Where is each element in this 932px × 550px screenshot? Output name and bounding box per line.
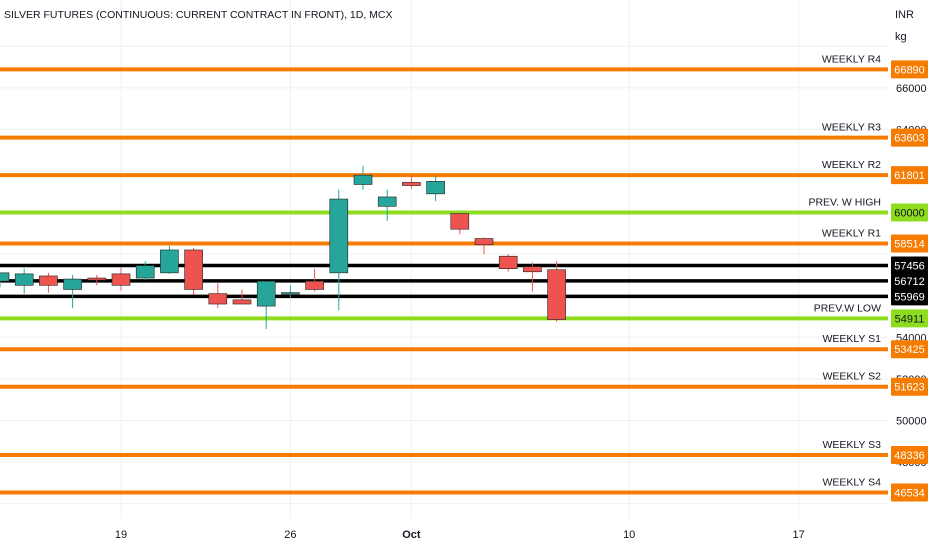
price-tag[interactable] xyxy=(891,166,928,185)
price-tag-label: 55969 xyxy=(894,291,925,303)
candle-body-up[interactable] xyxy=(256,280,276,307)
x-tick-label: 19 xyxy=(115,529,127,541)
candle-body-down[interactable] xyxy=(402,182,421,186)
candle-body-up[interactable] xyxy=(0,272,10,282)
time-axis[interactable]: 1926Oct10172427Nov xyxy=(115,529,932,541)
candle-body-down[interactable] xyxy=(450,213,470,230)
candle-body-up[interactable] xyxy=(377,196,397,207)
price-tag-label: 61801 xyxy=(894,170,925,182)
level-name-label: WEEKLY S3 xyxy=(822,439,881,451)
candle-body-down[interactable] xyxy=(87,277,107,281)
price-tag[interactable] xyxy=(891,234,928,253)
candle-body-up[interactable] xyxy=(353,174,373,185)
level-lines: WEEKLY R4 WEEKLY R3 WEEKLY R2 PREV. W HIGH W… xyxy=(0,53,888,495)
price-tag[interactable] xyxy=(891,256,928,275)
candle-body-up[interactable] xyxy=(281,292,300,295)
level-name-label: WEEKLY R4 xyxy=(822,53,881,65)
candles xyxy=(0,165,566,329)
price-tag[interactable] xyxy=(891,60,928,79)
candle-body-up[interactable] xyxy=(14,273,34,286)
price-tag[interactable] xyxy=(891,340,928,359)
price-tag[interactable] xyxy=(891,203,928,222)
x-tick-label: Oct xyxy=(402,529,421,541)
candle-body-down[interactable] xyxy=(111,273,131,286)
candle-body-down[interactable] xyxy=(39,275,58,286)
candle-body-down[interactable] xyxy=(547,269,566,320)
candle-body-down[interactable] xyxy=(523,266,542,273)
price-tag-label: 48336 xyxy=(894,450,925,462)
level-name-label: WEEKLY S2 xyxy=(822,371,881,383)
price-tag[interactable] xyxy=(891,446,928,465)
price-tag-label: 58514 xyxy=(894,238,925,250)
level-name-label: WEEKLY R3 xyxy=(822,122,881,134)
price-tag-label: 66890 xyxy=(894,64,925,76)
candle-body-down[interactable] xyxy=(498,255,518,269)
x-tick-label: 26 xyxy=(284,529,296,541)
level-name-label: WEEKLY R1 xyxy=(822,227,881,239)
x-tick-label: 17 xyxy=(792,529,804,541)
price-tag-label: 53425 xyxy=(894,344,925,356)
price-tag-label: 56712 xyxy=(894,276,925,288)
price-tag[interactable] xyxy=(891,377,928,396)
level-name-label: PREV. W HIGH xyxy=(808,197,881,209)
price-tag-label: 63603 xyxy=(894,133,925,145)
level-name-label: WEEKLY S1 xyxy=(822,333,881,345)
candle-body-up[interactable] xyxy=(329,198,349,274)
level-name-label: WEEKLY R2 xyxy=(822,159,881,171)
candle-body-up[interactable] xyxy=(426,181,445,195)
price-tag[interactable] xyxy=(891,128,928,147)
candle-body-up[interactable] xyxy=(160,249,179,274)
price-tag[interactable] xyxy=(891,483,928,502)
chart-title: SILVER FUTURES (CONTINUOUS: CURRENT CONT… xyxy=(4,9,393,21)
price-tag[interactable] xyxy=(891,271,928,290)
unit-label: kg xyxy=(895,31,907,43)
price-axis[interactable]: 6600064000540005200050000480006689063603… xyxy=(891,60,928,502)
price-tag-label: 46534 xyxy=(894,488,925,500)
price-tag-label: 57456 xyxy=(894,260,925,272)
y-tick-label: 50000 xyxy=(896,415,927,427)
candle-body-down[interactable] xyxy=(184,249,203,290)
price-tag-label: 51623 xyxy=(894,382,925,394)
level-name-label: WEEKLY S4 xyxy=(822,477,881,489)
price-tag-label: 54911 xyxy=(895,313,925,325)
candle-body-up[interactable] xyxy=(135,265,155,279)
grid-layer xyxy=(0,0,888,518)
currency-label: INR xyxy=(895,9,914,21)
price-tag[interactable] xyxy=(891,287,928,306)
price-tag-label: 60000 xyxy=(894,208,925,220)
y-tick-label: 66000 xyxy=(896,83,927,95)
level-name-label: PREV.W LOW xyxy=(814,302,881,314)
candle-body-up[interactable] xyxy=(63,278,82,290)
price-tag[interactable] xyxy=(891,309,928,328)
candle-body-down[interactable] xyxy=(474,238,494,246)
candle-body-down[interactable] xyxy=(208,293,228,305)
x-tick-label: 10 xyxy=(623,529,635,541)
candle-body-down[interactable] xyxy=(232,299,252,305)
candle-body-down[interactable] xyxy=(305,280,324,290)
